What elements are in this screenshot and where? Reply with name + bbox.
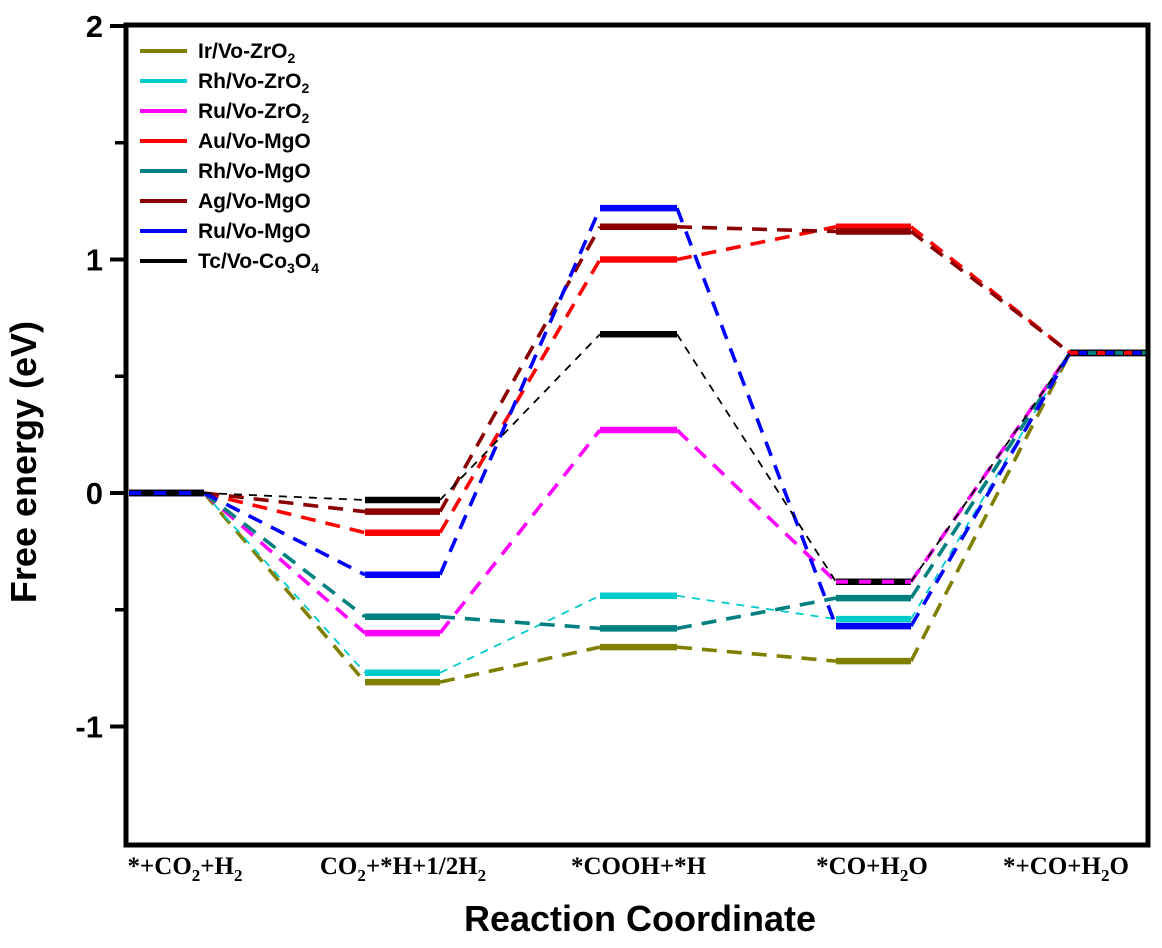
legend-item: Ag/Vo-MgO <box>140 186 319 216</box>
legend-label: Tc/Vo-Co3O4 <box>198 249 319 276</box>
legend-item: Rh/Vo-MgO <box>140 156 319 186</box>
x-tick-label: CO2+*H+1/2H2 <box>320 853 486 885</box>
y-tick-label: 1 <box>86 243 103 278</box>
connector-line <box>676 645 837 663</box>
legend-line-swatch <box>140 109 187 113</box>
legend-line-swatch <box>140 259 187 263</box>
series-rh-vo-mgo <box>129 349 1147 632</box>
y-tick-label: -1 <box>75 710 103 745</box>
legend-line-swatch <box>140 169 187 173</box>
connector-line <box>909 351 1072 628</box>
connector-line <box>909 352 1072 662</box>
legend-item: Rh/Vo-ZrO2 <box>140 66 319 96</box>
connector-line <box>203 492 366 501</box>
y-tick-label: 0 <box>86 476 103 511</box>
legend-item: Ru/Vo-ZrO2 <box>140 96 319 126</box>
series-lines <box>129 204 1147 686</box>
connector-line <box>438 428 602 635</box>
x-tick-label: *+CO+H2O <box>1003 853 1129 885</box>
connector-line <box>676 225 837 234</box>
y-tick-label: 2 <box>86 9 103 44</box>
connector-line <box>202 491 367 619</box>
connector-line <box>438 207 602 576</box>
axis-ticks <box>110 24 126 729</box>
connector-line <box>203 491 366 577</box>
overlap-dashes <box>129 350 1147 584</box>
legend-item: Au/Vo-MgO <box>140 126 319 156</box>
legend-label: Rh/Vo-ZrO2 <box>198 69 310 96</box>
series-ru-vo-zro2 <box>129 349 1147 637</box>
legend-item: Tc/Vo-Co3O4 <box>140 246 319 276</box>
plot-border <box>123 22 1151 848</box>
connector-line <box>203 491 366 535</box>
x-tick-label: *CO+H2O <box>816 853 928 885</box>
connector-line <box>202 491 367 684</box>
connector-line <box>675 428 838 584</box>
connector-line <box>676 594 837 620</box>
legend-line-swatch <box>140 79 187 83</box>
connector-line <box>202 491 367 635</box>
connector-line <box>909 225 1072 355</box>
legend-label: Ag/Vo-MgO <box>198 189 311 213</box>
legend-line-swatch <box>140 229 187 233</box>
x-axis-title: Reaction Coordinate <box>464 898 816 939</box>
connector-line <box>438 258 602 534</box>
legend-label: Ir/Vo-ZrO2 <box>198 39 296 66</box>
y-axis-title: Free energy (eV) <box>3 321 44 603</box>
connector-line <box>438 225 602 513</box>
legend-label: Ru/Vo-ZrO2 <box>198 99 310 126</box>
legend-line-swatch <box>140 139 187 143</box>
legend-line-swatch <box>140 49 187 53</box>
legend: Ir/Vo-ZrO2 Rh/Vo-ZrO2 Ru/Vo-ZrO2 Au/Vo-MgO R… <box>140 36 319 276</box>
series-ir-vo-zro2 <box>129 349 1147 686</box>
legend-line-swatch <box>140 199 187 203</box>
x-tick-labels: *+CO2+H2 CO2+*H+1/2H2 *COOH+*H *CO+H2O *+CO+… <box>128 853 1129 885</box>
connector-line <box>909 230 1072 355</box>
legend-label: Ru/Vo-MgO <box>198 219 311 243</box>
plot-frame <box>123 22 1151 848</box>
legend-label: Rh/Vo-MgO <box>198 159 311 183</box>
connector-line <box>675 207 838 627</box>
y-tick-labels: 2 1 0 -1 <box>75 9 103 745</box>
connector-line <box>203 492 366 674</box>
connector-line <box>439 614 601 631</box>
connector-line <box>203 491 366 514</box>
legend-item: Ru/Vo-MgO <box>140 216 319 246</box>
connector-line <box>439 645 601 684</box>
connector-line <box>676 333 837 583</box>
connector-line <box>676 596 837 631</box>
connector-line <box>910 352 1071 583</box>
x-tick-label: *COOH+*H <box>571 853 707 880</box>
connector-line <box>439 594 601 674</box>
legend-label: Au/Vo-MgO <box>198 129 311 153</box>
series-tc-vo-co3o4 <box>129 330 1147 585</box>
connector-line <box>439 333 601 501</box>
x-tick-label: *+CO2+H2 <box>128 853 243 885</box>
legend-item: Ir/Vo-ZrO2 <box>140 36 319 66</box>
